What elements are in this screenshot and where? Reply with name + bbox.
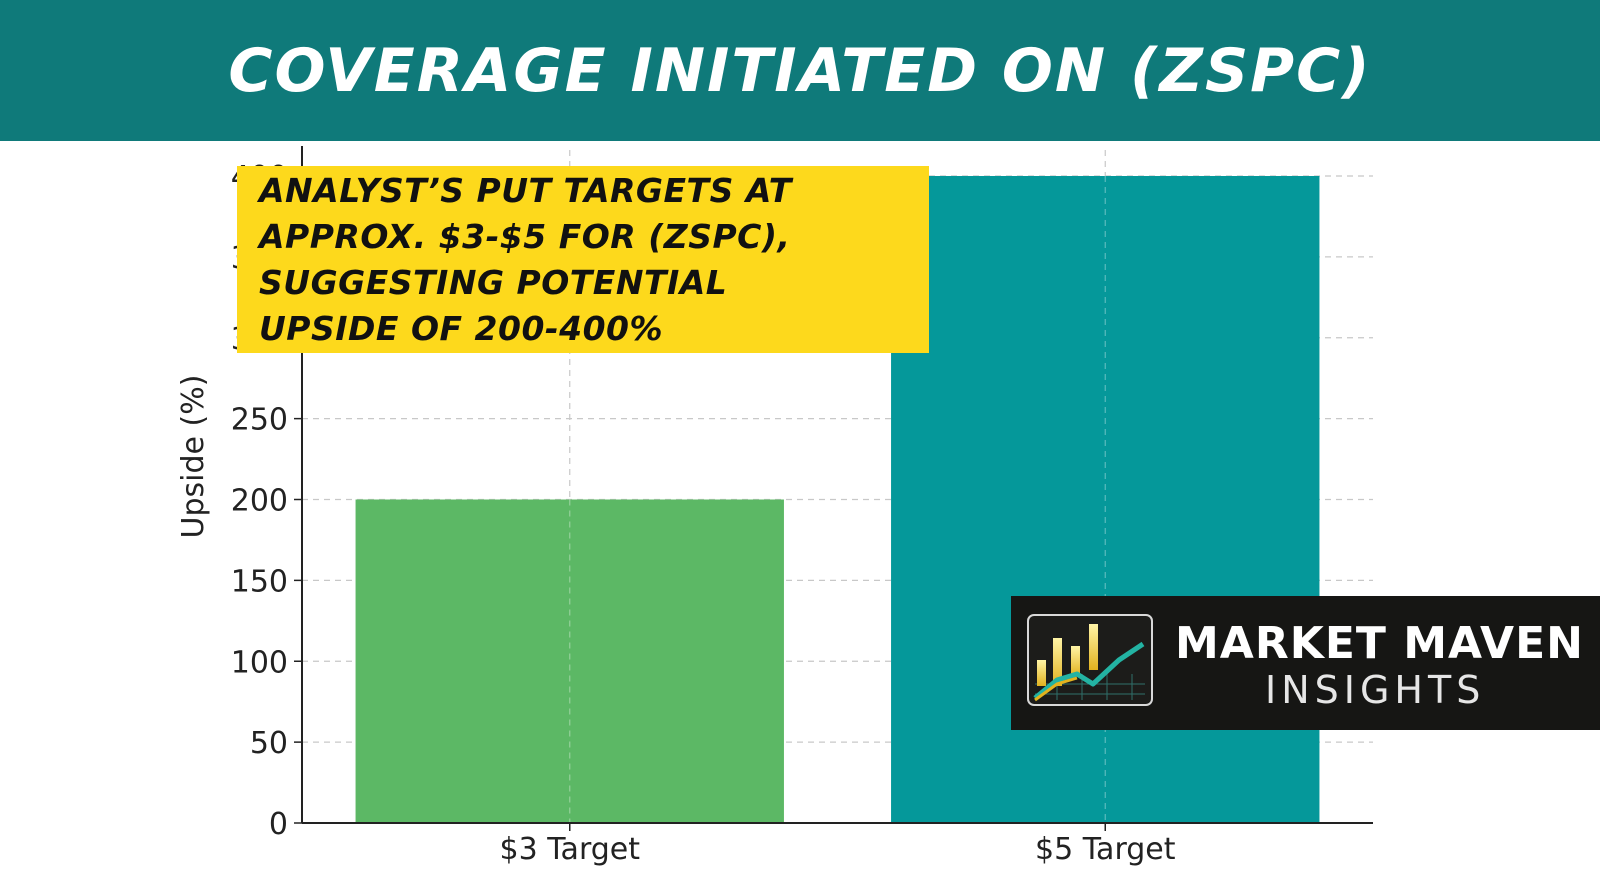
callout-line-1: ANALYST’S PUT TARGETS AT: [259, 170, 792, 210]
x-tick-label: $3 Target: [499, 832, 640, 867]
y-tick-label: 50: [250, 726, 288, 761]
analyst-callout: ANALYST’S PUT TARGETS AT APPROX. $3-$5 F…: [237, 166, 929, 353]
y-axis-label: Upside (%): [176, 375, 211, 539]
brand-logo: MARKET MAVEN INSIGHTS: [1011, 596, 1600, 730]
y-tick-label: 250: [231, 403, 288, 438]
y-tick-label: 100: [231, 645, 288, 680]
callout-line-2: APPROX. $3-$5 FOR (ZSPC),: [259, 216, 791, 256]
y-tick-label: 0: [269, 807, 288, 842]
logo-subtitle: INSIGHTS: [1265, 668, 1486, 712]
header-banner: COVERAGE INITIATED ON (ZSPC): [0, 0, 1600, 141]
y-tick-label: 150: [231, 564, 288, 599]
x-tick-label: $5 Target: [1035, 832, 1176, 867]
logo-name: MARKET MAVEN: [1175, 618, 1584, 669]
banner-title: COVERAGE INITIATED ON (ZSPC): [228, 35, 1372, 106]
y-tick-label: 200: [231, 484, 288, 519]
bar-chart-logo-icon: [1027, 614, 1153, 706]
callout-line-3: SUGGESTING POTENTIAL: [259, 262, 728, 302]
bar: [355, 499, 784, 823]
callout-line-4: UPSIDE OF 200-400%: [259, 308, 664, 348]
